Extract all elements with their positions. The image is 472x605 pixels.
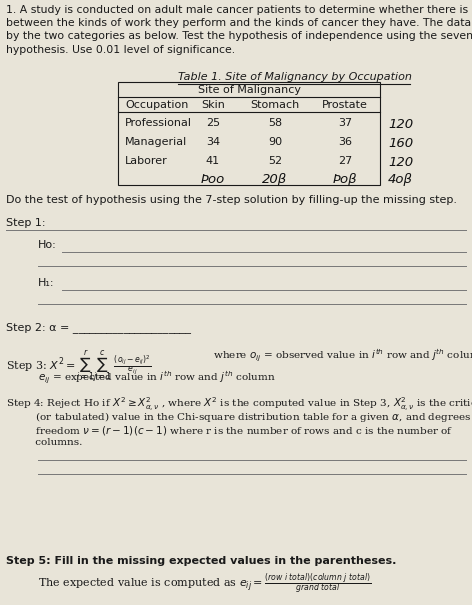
Text: Skin: Skin (201, 100, 225, 110)
Text: The expected value is computed as $e_{ij} = \frac{(row\ i\ total)(column\ j\ tot: The expected value is computed as $e_{ij… (38, 572, 371, 598)
Text: 25: 25 (206, 118, 220, 128)
Text: 20β: 20β (262, 173, 287, 186)
Text: Step 4: Reject Ho if $X^2 \geq X^2_{\alpha,\nu}$ , where $X^2$ is the computed v: Step 4: Reject Ho if $X^2 \geq X^2_{\alp… (6, 396, 472, 414)
Text: 4οβ: 4οβ (388, 173, 413, 186)
Text: columns.: columns. (6, 438, 83, 447)
Text: 1. A study is conducted on adult male cancer patients to determine whether there: 1. A study is conducted on adult male ca… (6, 5, 472, 54)
Text: 58: 58 (268, 118, 282, 128)
Text: Laborer: Laborer (125, 156, 168, 166)
Text: 52: 52 (268, 156, 282, 166)
Text: Stomach: Stomach (250, 100, 300, 110)
Text: H₁:: H₁: (38, 278, 54, 288)
Text: Step 2: α = _____________________: Step 2: α = _____________________ (6, 322, 191, 333)
Text: 34: 34 (206, 137, 220, 147)
Text: (or tabulated) value in the Chi-square distribution table for a given $\alpha$, : (or tabulated) value in the Chi-square d… (6, 410, 472, 424)
Text: freedom $\nu = (r-1)(c-1)$ where r is the number of rows and c is the number of: freedom $\nu = (r-1)(c-1)$ where r is th… (6, 424, 454, 437)
Text: Step 5: Fill in the missing expected values in the parentheses.: Step 5: Fill in the missing expected val… (6, 556, 396, 566)
Text: 90: 90 (268, 137, 282, 147)
Text: Ho:: Ho: (38, 240, 57, 250)
Text: Ϸοβ: Ϸοβ (333, 173, 357, 186)
Text: 41: 41 (206, 156, 220, 166)
Text: Table 1. Site of Malignancy by Occupation: Table 1. Site of Malignancy by Occupatio… (178, 72, 412, 82)
Text: Site of Malignancy: Site of Malignancy (197, 85, 301, 95)
Text: where $o_{ij}$ = observed value in $i^{th}$ row and $j^{th}$ column and: where $o_{ij}$ = observed value in $i^{t… (210, 348, 472, 364)
Text: 120: 120 (388, 156, 413, 169)
Text: Ϸοο: Ϸοο (201, 173, 225, 186)
Text: Occupation: Occupation (125, 100, 188, 110)
Text: Step 3: $X^2 = \sum_{i=1}^{r}\sum_{j=1}^{c}\ \frac{(o_{ij}-e_{ij})^2}{e_{ij}}$: Step 3: $X^2 = \sum_{i=1}^{r}\sum_{j=1}^… (6, 348, 152, 385)
Text: 120: 120 (388, 118, 413, 131)
Text: Do the test of hypothesis using the 7-step solution by filling-up the missing st: Do the test of hypothesis using the 7-st… (6, 195, 457, 205)
Text: Prostate: Prostate (322, 100, 368, 110)
Text: 37: 37 (338, 118, 352, 128)
Text: Step 1:: Step 1: (6, 218, 45, 228)
Text: Professional: Professional (125, 118, 192, 128)
Text: $e_{ij}$ = expected value in $i^{th}$ row and $j^{th}$ column: $e_{ij}$ = expected value in $i^{th}$ ro… (38, 370, 276, 386)
Text: 27: 27 (338, 156, 352, 166)
Text: 160: 160 (388, 137, 413, 150)
Bar (118, 82, 380, 185)
Text: Managerial: Managerial (125, 137, 187, 147)
Text: 36: 36 (338, 137, 352, 147)
